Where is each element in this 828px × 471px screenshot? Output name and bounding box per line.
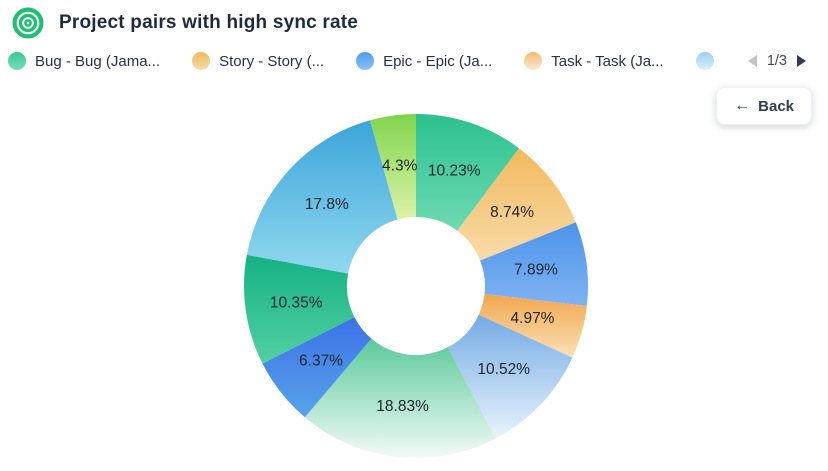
slice-label: 4.97% <box>511 310 555 327</box>
legend-series-dot <box>356 52 375 70</box>
slice-label: 4.3% <box>382 158 418 175</box>
slice-label: 7.89% <box>514 262 558 279</box>
pie-slice[interactable] <box>370 114 416 220</box>
legend-item[interactable]: Story - Story (... <box>192 52 324 70</box>
pie-slice[interactable] <box>304 338 496 459</box>
target-icon <box>12 7 44 39</box>
pie-slice[interactable] <box>246 120 398 274</box>
slice-label: 8.74% <box>490 204 534 221</box>
legend-item-label: Task - Task (Ja... <box>551 52 664 70</box>
legend-item-label: Story - Story (... <box>219 52 325 70</box>
legend-items: Bug - Bug (Jama... Story - Story (... Epic… <box>8 48 736 74</box>
legend-item[interactable]: Task - Task (Ja... <box>524 52 664 70</box>
legend-series-dot <box>192 52 211 70</box>
legend-series-dot <box>524 52 543 70</box>
legend-series-dot <box>695 52 714 70</box>
header: Project pairs with high sync rate <box>12 7 358 39</box>
slice-label: 10.35% <box>270 295 323 312</box>
slice-label: 17.8% <box>305 196 349 213</box>
slice-label: 10.52% <box>477 361 530 378</box>
slice-label: 10.23% <box>428 163 481 180</box>
pie-slice[interactable] <box>244 254 355 364</box>
legend: Bug - Bug (Jama... Story - Story (... Epic… <box>8 48 828 74</box>
arrow-left-icon: ← <box>734 97 751 114</box>
chart-title: Project pairs with high sync rate <box>59 12 359 33</box>
back-button[interactable]: ← Back <box>716 87 812 125</box>
legend-item-label: Epic - Epic (Ja... <box>383 52 493 70</box>
pie-slice[interactable] <box>262 317 372 418</box>
prev-page-icon[interactable] <box>747 55 757 67</box>
pie-slice[interactable] <box>416 114 520 231</box>
slice-label: 18.83% <box>376 398 429 415</box>
legend-item[interactable]: Bug - Bug (Jama... <box>8 52 160 70</box>
pie-slice[interactable] <box>480 222 589 307</box>
back-button-label: Back <box>758 97 794 115</box>
pie-slice[interactable] <box>457 148 576 261</box>
legend-series-dot <box>8 52 26 70</box>
slice-label: 6.37% <box>299 353 343 370</box>
legend-pagination: 1/3 <box>741 48 806 74</box>
legend-item[interactable]: Epic - Epic (Ja... <box>356 52 492 70</box>
legend-item-label: Bug - Bug (Jama... <box>35 52 161 70</box>
legend-item[interactable] <box>695 52 723 70</box>
pie-slice[interactable] <box>478 294 587 358</box>
page-indicator: 1/3 <box>766 53 787 69</box>
next-page-icon[interactable] <box>797 55 806 67</box>
pie-slice[interactable] <box>447 314 573 439</box>
